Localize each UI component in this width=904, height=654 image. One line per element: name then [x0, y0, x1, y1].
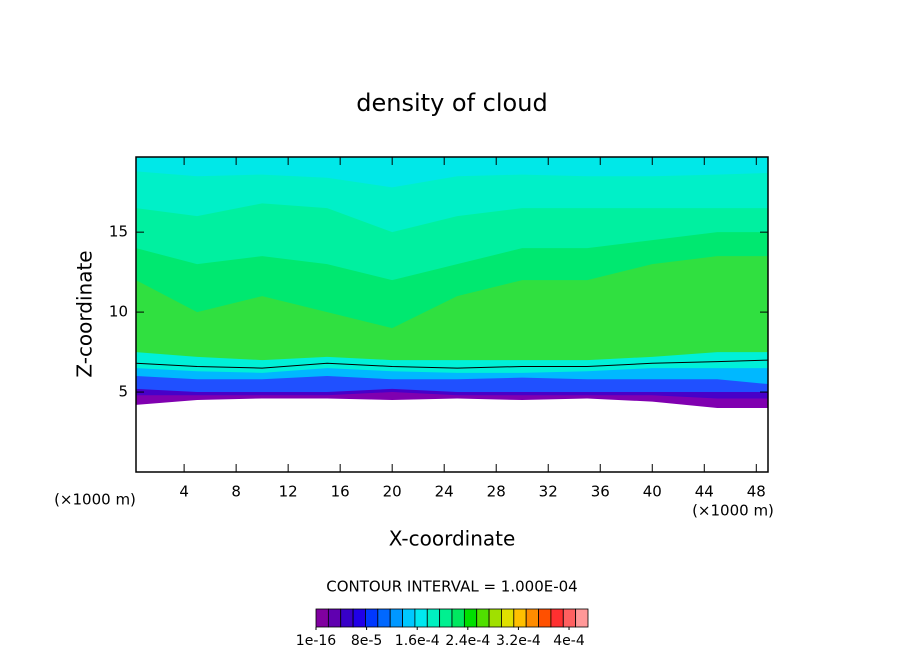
colorbar-swatch [463, 608, 478, 628]
colorbar-swatch [315, 608, 329, 628]
colorbar-swatch [377, 608, 391, 628]
colorbar-swatch [451, 608, 465, 628]
colorbar-swatch [389, 608, 403, 628]
chart-title: density of cloud [356, 89, 547, 117]
y-tick-label: 5 [118, 383, 128, 401]
x-tick-label: 20 [383, 483, 402, 501]
colorbar-swatch [340, 608, 354, 628]
x-unit-label: (×1000 m) [54, 491, 136, 509]
x-tick-label: 44 [695, 483, 714, 501]
colorbar-swatch [439, 608, 453, 628]
colorbar-tick-label: 4e-4 [553, 633, 585, 649]
x-tick-label: 16 [331, 483, 350, 501]
x-tick-label: 36 [591, 483, 610, 501]
y-tick-label: 15 [109, 223, 128, 241]
y-tick-label: 10 [109, 303, 128, 321]
colorbar-swatch [402, 608, 416, 628]
colorbar-swatch [426, 608, 441, 628]
colorbar-tick-label: 2.4e-4 [445, 633, 490, 649]
colorbar-swatch [575, 608, 589, 628]
colorbar-swatch [562, 608, 577, 628]
colorbar-swatch [476, 608, 490, 628]
colorbar-tick-label: 8e-5 [351, 633, 382, 649]
plot-frame [135, 156, 769, 473]
x-tick-label: 4 [179, 483, 189, 501]
colorbar-swatch [327, 608, 342, 628]
x-tick-label: 48 [747, 483, 766, 501]
cloud-base [136, 398, 768, 472]
colorbar-swatch [352, 608, 366, 628]
colorbar-swatch [414, 608, 428, 628]
x-tick-label: 8 [231, 483, 241, 501]
x-axis-label: X-coordinate [389, 527, 516, 551]
x-tick-label: 12 [279, 483, 298, 501]
x-tick-label: 24 [435, 483, 454, 501]
x-tick-label: 32 [539, 483, 558, 501]
contour-line [135, 359, 769, 369]
x-tick-label: 40 [643, 483, 662, 501]
y-axis-label: Z-coordinate [73, 250, 97, 377]
colorbar-tick-label: 3.2e-4 [496, 633, 541, 649]
contour-interval: CONTOUR INTERVAL = 1.000E-04 [326, 578, 577, 596]
colorbar-swatch [538, 608, 552, 628]
colorbar-swatch [550, 608, 564, 628]
colorbar-swatch [513, 608, 527, 628]
colorbar-swatch [365, 608, 379, 628]
x-unit-label: (×1000 m) [692, 502, 774, 520]
colorbar-tick-label: 1e-16 [296, 633, 336, 649]
colorbar-swatch [501, 608, 515, 628]
colorbar-swatch [488, 608, 502, 628]
colorbar-tick-label: 1.6e-4 [395, 633, 440, 649]
colorbar-swatch [525, 608, 539, 628]
x-tick-label: 28 [487, 483, 506, 501]
